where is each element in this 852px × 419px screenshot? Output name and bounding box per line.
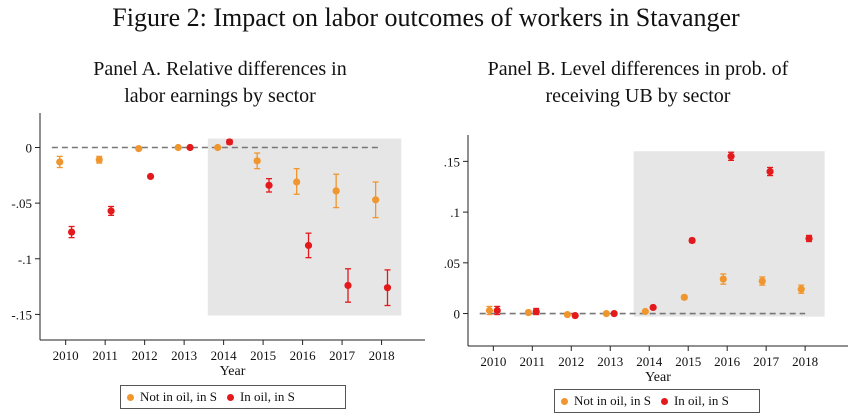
- point-in-oil: [344, 281, 352, 290]
- point-not-oil: [56, 158, 64, 166]
- x-tick-label: 2015: [250, 348, 276, 363]
- panel-b-legend: Not in oil, in S In oil, in S: [554, 389, 760, 413]
- legend-dot-in-oil: [226, 393, 234, 401]
- point-in-oil: [107, 207, 115, 215]
- x-tick-label: 2016: [714, 354, 741, 369]
- point-not-oil: [332, 187, 340, 195]
- shaded-region: [207, 138, 402, 316]
- legend-label-in-oil: In oil, in S: [239, 389, 295, 404]
- x-tick-label: 2017: [329, 348, 356, 363]
- panel-b-title-line-1: Panel B. Level differences in prob. of: [487, 58, 789, 80]
- x-tick-label: 2010: [480, 354, 506, 369]
- point-in-oil: [571, 311, 579, 320]
- y-tick-label: -.1: [18, 252, 32, 267]
- point-in-oil: [67, 228, 76, 236]
- x-axis-title: Year: [220, 364, 246, 379]
- point-not-oil: [797, 285, 805, 293]
- panel-a-chart: 0 -.05 -.1 -.15 2010 2011 2012 2013 2014 2015 2016…: [11, 113, 425, 379]
- y-tick-label: .15: [444, 154, 460, 169]
- legend-label-in-oil: In oil, in S: [673, 393, 729, 408]
- panel-a-title-line-2: labor earnings by sector: [124, 85, 316, 107]
- point-in-oil: [649, 303, 657, 312]
- point-not-oil: [174, 143, 182, 152]
- panel-a-title: Panel A. Relative differences in labor e…: [40, 56, 400, 110]
- point-in-oil: [727, 152, 735, 160]
- point-in-oil: [265, 181, 273, 189]
- point-not-oil: [214, 143, 222, 152]
- x-tick-label: 2018: [792, 354, 818, 369]
- panel-b-title: Panel B. Level differences in prob. of r…: [458, 56, 818, 110]
- point-not-oil: [524, 308, 533, 317]
- point-in-oil: [493, 306, 501, 315]
- point-in-oil: [610, 309, 618, 318]
- legend-item-not-oil: Not in oil, in S: [561, 393, 651, 409]
- x-tick-label: 2013: [597, 354, 623, 369]
- legend-item-in-oil: In oil, in S: [660, 393, 729, 409]
- point-not-oil: [95, 156, 103, 164]
- x-tick-label: 2012: [558, 354, 584, 369]
- point-not-oil: [680, 293, 688, 301]
- x-tick-label: 2010: [53, 348, 79, 363]
- y-tick-label: .1: [450, 205, 460, 220]
- figure-title: Figure 2: Impact on labor outcomes of wo…: [112, 3, 740, 32]
- point-not-oil: [253, 157, 261, 165]
- point-in-oil: [688, 236, 696, 245]
- y-tick-label: 0: [26, 140, 33, 155]
- x-tick-label: 2016: [290, 348, 317, 363]
- x-tick-label: 2011: [520, 354, 546, 369]
- legend-dot-in-oil: [660, 397, 668, 405]
- point-not-oil: [485, 306, 494, 315]
- point-not-oil: [758, 277, 766, 285]
- y-tick-label: 0: [454, 307, 461, 322]
- legend-dot-not-oil: [127, 393, 134, 401]
- legend-item-in-oil: In oil, in S: [226, 389, 295, 405]
- legend-dot-not-oil: [561, 397, 568, 405]
- legend-label-not-oil: Not in oil, in S: [574, 393, 651, 408]
- point-in-oil: [146, 172, 155, 181]
- point-not-oil: [641, 307, 649, 316]
- x-tick-label: 2014: [636, 354, 663, 369]
- legend-label-not-oil: Not in oil, in S: [140, 389, 217, 404]
- x-tick-label: 2015: [675, 354, 701, 369]
- shaded-region: [633, 151, 825, 317]
- point-in-oil: [304, 241, 313, 250]
- x-tick-label: 2011: [92, 348, 118, 363]
- x-tick-label: 2014: [211, 348, 238, 363]
- y-tick-label: .05: [444, 256, 460, 271]
- panel-b-chart: .15 .1 .05 0 2010 2011 2012 2013 2014 2015 2016 201…: [444, 135, 848, 385]
- panel-a-legend: Not in oil, in S In oil, in S: [120, 385, 346, 409]
- x-tick-label: 2017: [753, 354, 780, 369]
- point-not-oil: [563, 310, 571, 319]
- panel-b-title-line-2: receiving UB by sector: [545, 85, 731, 107]
- panel-a-title-line-1: Panel A. Relative differences in: [93, 58, 347, 80]
- point-not-oil: [719, 275, 727, 283]
- point-not-oil: [372, 196, 380, 204]
- point-not-oil: [293, 178, 301, 186]
- x-tick-label: 2018: [369, 348, 395, 363]
- point-in-oil: [766, 167, 774, 176]
- y-tick-label: -.05: [11, 196, 32, 211]
- point-in-oil: [186, 143, 194, 152]
- x-tick-label: 2012: [132, 348, 158, 363]
- point-in-oil: [532, 307, 540, 316]
- point-not-oil: [135, 145, 143, 153]
- point-not-oil: [602, 309, 610, 318]
- y-tick-label: -.15: [11, 307, 32, 322]
- point-in-oil: [383, 284, 392, 292]
- x-axis-title: Year: [645, 370, 671, 385]
- point-in-oil: [805, 234, 813, 243]
- legend-item-not-oil: Not in oil, in S: [127, 389, 217, 405]
- point-in-oil: [225, 138, 234, 146]
- x-tick-label: 2013: [171, 348, 197, 363]
